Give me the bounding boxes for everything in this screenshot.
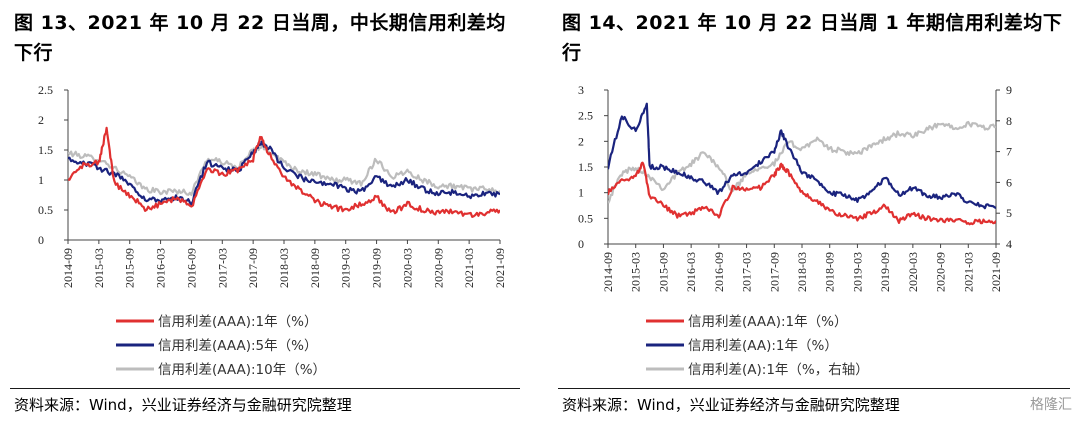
x-tick-label: 2016-03 [684, 252, 698, 292]
x-tick-label: 2018-03 [277, 248, 291, 288]
x-tick-label: 2020-03 [400, 248, 414, 288]
x-tick-label: 2019-09 [878, 252, 892, 292]
x-tick-label: 2020-09 [431, 248, 445, 288]
x-tick-label: 2021-09 [989, 252, 1003, 292]
y-tick-label: 0.5 [578, 211, 593, 225]
y-tick-label: 2.5 [578, 109, 593, 123]
series-line-0 [608, 161, 996, 226]
series-line-0 [68, 126, 500, 218]
y-tick-label: 2 [578, 134, 584, 148]
x-tick-label: 2021-03 [961, 252, 975, 292]
y-tick-label: 1 [38, 173, 44, 187]
figure-13-chart: 0 0.5 1 1.5 2 2.5 2014-09 2015-03 2015-09 2016-03… [38, 83, 507, 378]
x-tick-label: 2018-03 [795, 252, 809, 292]
y-tick-label: 0.5 [38, 203, 53, 217]
figure-13-source: 资料来源：Wind，兴业证券经济与金融研究院整理 [14, 396, 352, 414]
y-tick-label: 2 [38, 113, 44, 127]
x-tick-label: 2020-03 [906, 252, 920, 292]
x-tick-label: 2015-09 [123, 248, 137, 288]
y-tick-label: 3 [578, 83, 584, 97]
y2-tick-label: 6 [1006, 175, 1012, 189]
figure-14-source-rule [558, 388, 1070, 389]
x-tick-label: 2018-09 [823, 252, 837, 292]
legend-label-2: 信用利差(AAA):10年（%） [158, 362, 326, 378]
figure-14-source: 资料来源：Wind，兴业证券经济与金融研究院整理 [562, 396, 900, 414]
x-tick-label: 2015-03 [629, 252, 643, 292]
x-tick-label: 2017-03 [215, 248, 229, 288]
x-tick-label: 2014-09 [61, 248, 75, 288]
y2-tick-label: 4 [1006, 237, 1012, 251]
x-tick-label: 2014-09 [601, 252, 615, 292]
x-tick-label: 2019-09 [370, 248, 384, 288]
y-tick-label: 1.5 [38, 143, 53, 157]
x-tick-label: 2016-09 [712, 252, 726, 292]
x-tick-label: 2017-09 [767, 252, 781, 292]
figure-14-panel: 图 14、2021 年 10 月 22 日当周 1 年期信用利差均下行 0 0.5… [548, 0, 1080, 422]
y-tick-label: 2.5 [38, 83, 53, 97]
x-tick-label: 2018-09 [308, 248, 322, 288]
x-tick-label: 2015-09 [656, 252, 670, 292]
figure-13-title: 图 13、2021 年 10 月 22 日当周，中长期信用利差均下行 [14, 12, 506, 64]
figure-14-chart: 0 0.5 1 1.5 2 2.5 3 4 5 6 7 8 9 2014-09 2015-03 2015-09… [578, 83, 1012, 378]
x-tick-label: 2016-09 [184, 248, 198, 288]
legend-label-0: 信用利差(AAA):1年（%） [158, 314, 317, 330]
y2-tick-label: 7 [1006, 145, 1012, 159]
figure-13-panel: 图 13、2021 年 10 月 22 日当周，中长期信用利差均下行 0 0.5 1… [0, 0, 530, 422]
x-tick-label: 2021-09 [493, 248, 507, 288]
series-line-1 [68, 140, 500, 206]
x-tick-label: 2016-03 [154, 248, 168, 288]
x-tick-label: 2015-03 [92, 248, 106, 288]
y-tick-label: 1.5 [578, 160, 593, 174]
legend-label-2: 信用利差(A):1年（%，右轴） [688, 362, 869, 378]
x-tick-label: 2017-03 [740, 252, 754, 292]
series-line-2 [608, 120, 996, 204]
y-tick-label: 0 [578, 237, 584, 251]
y2-tick-label: 9 [1006, 83, 1012, 97]
series-line-1 [608, 102, 996, 210]
y-tick-label: 1 [578, 186, 584, 200]
x-tick-label: 2020-09 [934, 252, 948, 292]
y2-tick-label: 5 [1006, 206, 1012, 220]
x-tick-label: 2021-03 [462, 248, 476, 288]
legend-label-1: 信用利差(AA):1年（%） [688, 338, 838, 354]
x-tick-label: 2019-03 [339, 248, 353, 288]
y-tick-label: 0 [38, 233, 44, 247]
watermark-logo: 格隆汇 [1030, 397, 1072, 413]
y2-tick-label: 8 [1006, 114, 1012, 128]
legend-label-0: 信用利差(AAA):1年（%） [688, 314, 847, 330]
x-tick-label: 2017-09 [246, 248, 260, 288]
legend-label-1: 信用利差(AAA):5年（%） [158, 338, 317, 354]
figure-14-title: 图 14、2021 年 10 月 22 日当周 1 年期信用利差均下行 [562, 12, 1063, 64]
x-tick-label: 2019-03 [850, 252, 864, 292]
figure-13-source-rule [10, 388, 520, 389]
